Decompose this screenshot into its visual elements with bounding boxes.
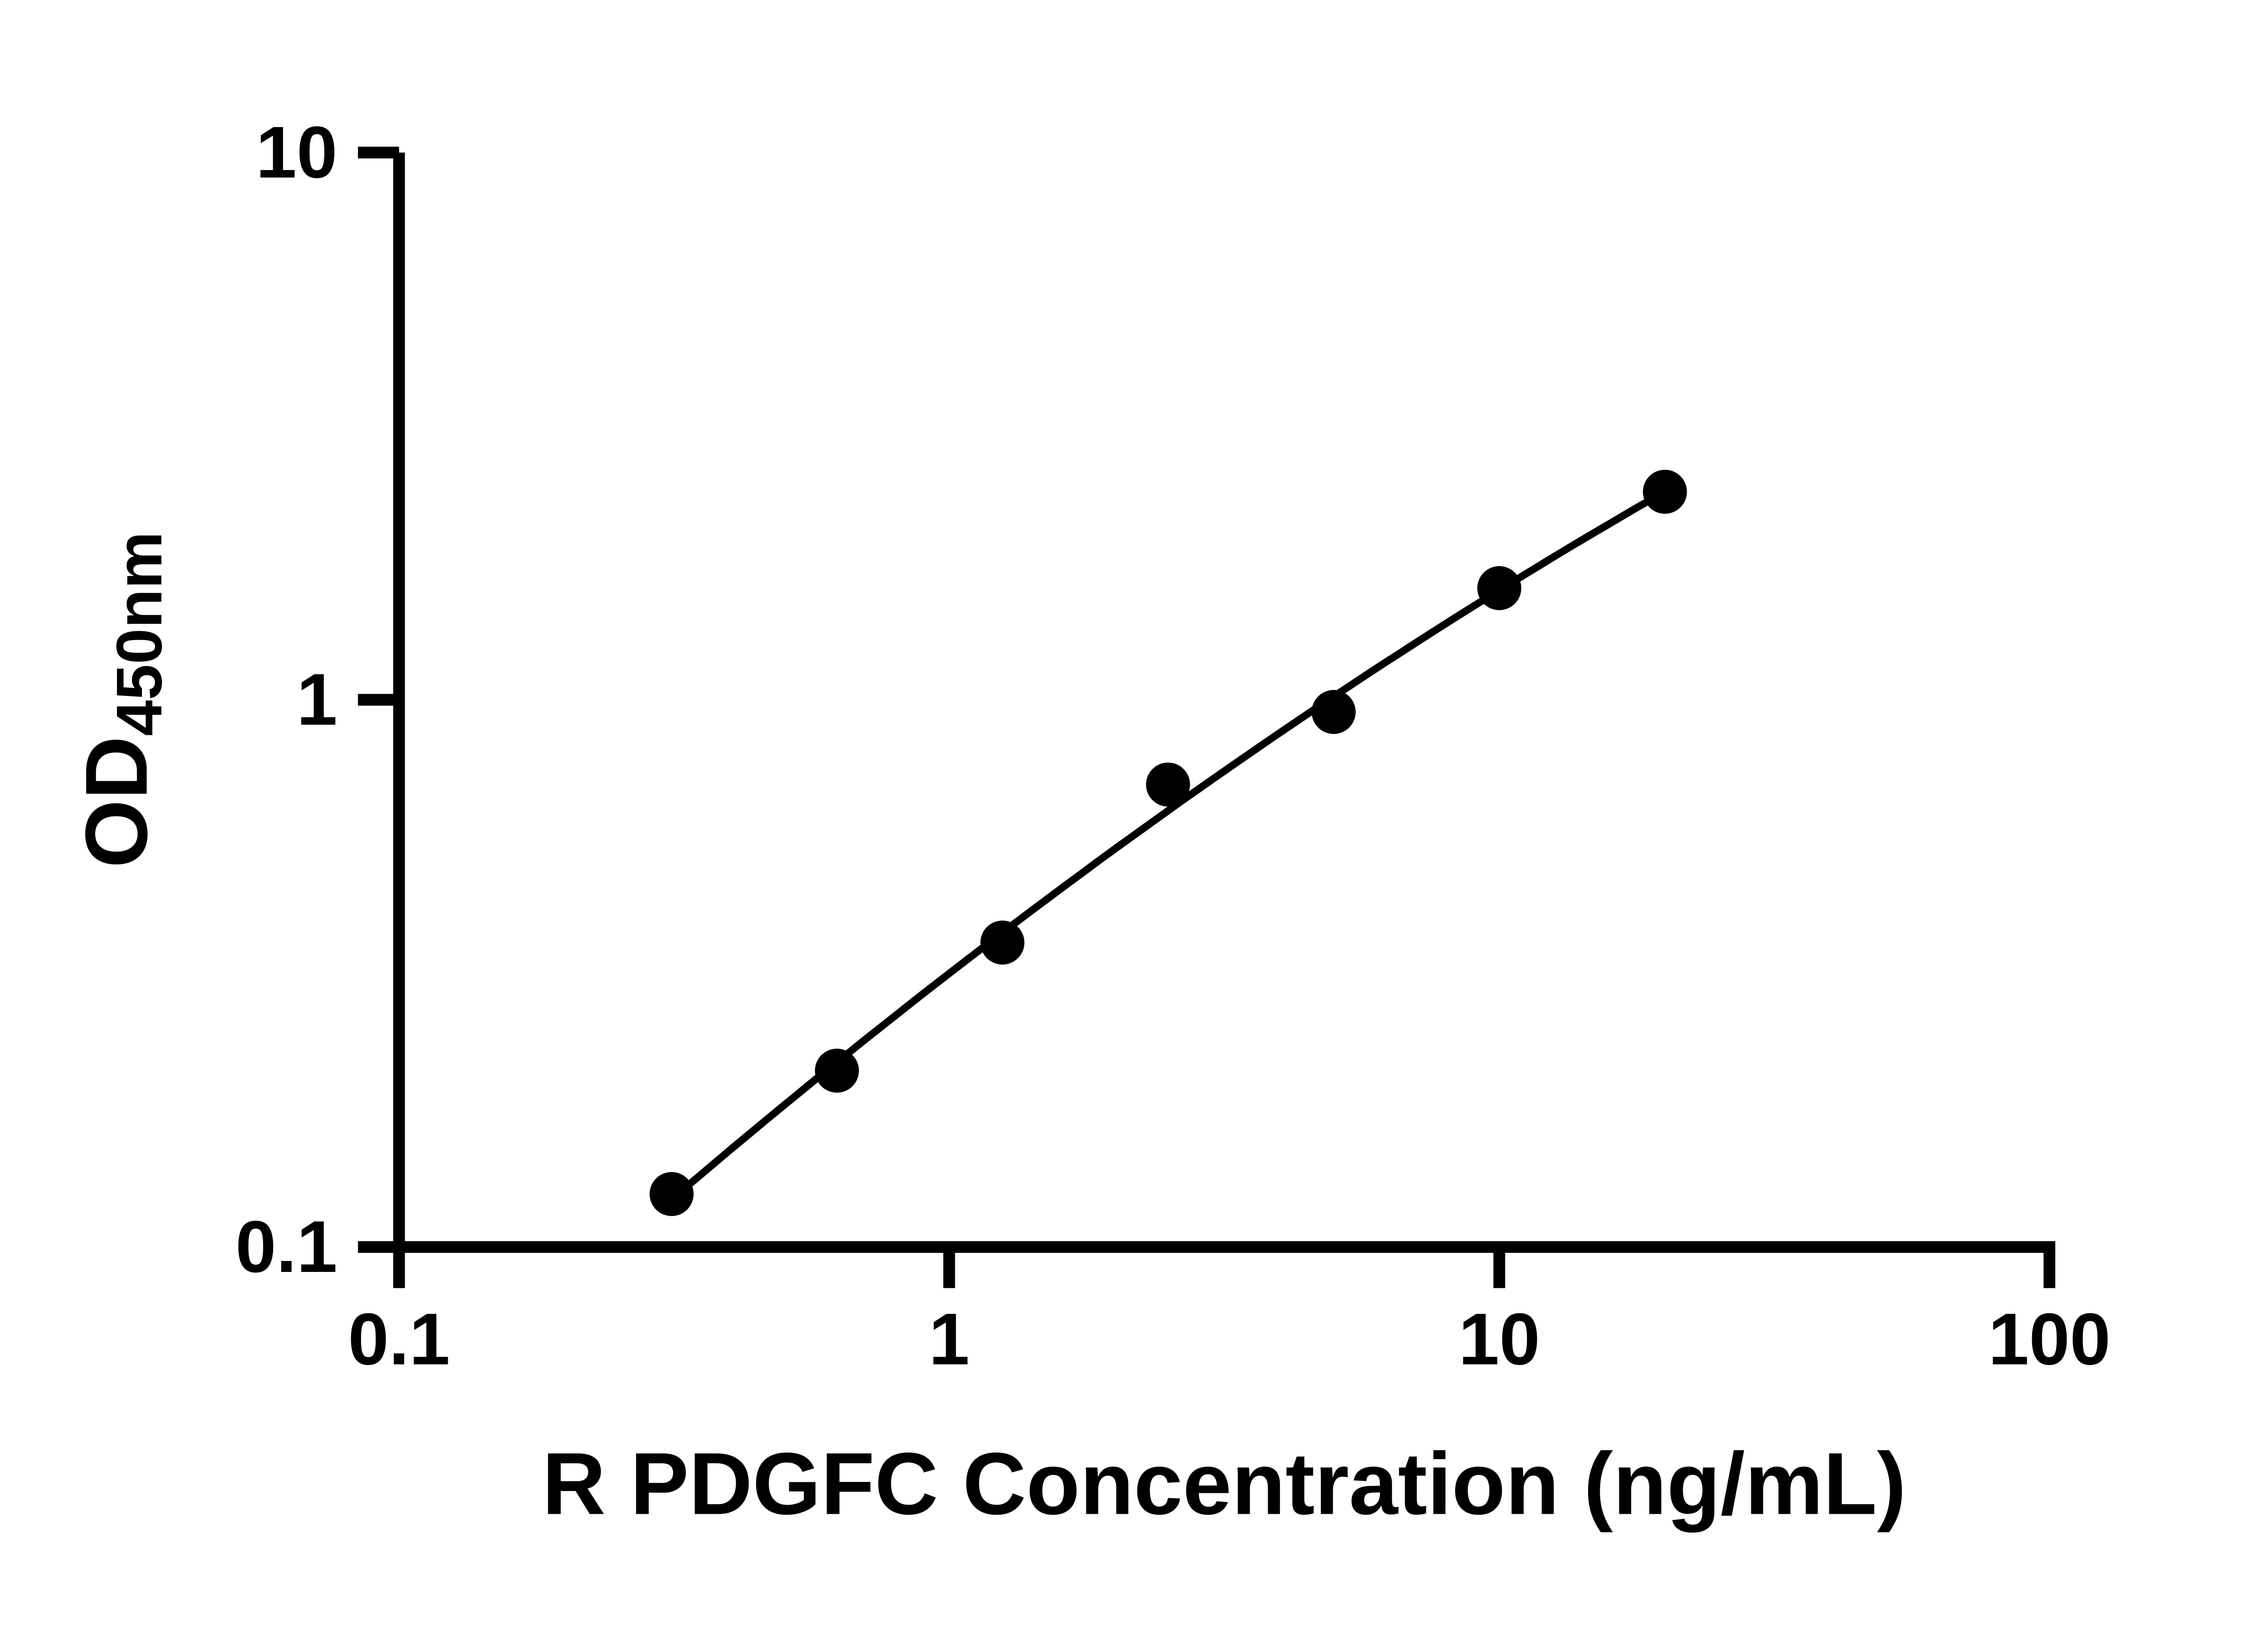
x-tick-label: 10 bbox=[1458, 1299, 1540, 1380]
data-point bbox=[650, 1172, 694, 1216]
x-tick-label: 100 bbox=[1988, 1299, 2111, 1380]
y-tick-label: 10 bbox=[256, 112, 337, 193]
x-tick-label: 1 bbox=[929, 1299, 970, 1380]
data-point bbox=[1642, 469, 1687, 514]
y-tick-label: 0.1 bbox=[235, 1206, 337, 1288]
x-tick-label: 0.1 bbox=[348, 1299, 450, 1380]
data-point bbox=[1146, 763, 1190, 807]
data-point bbox=[1477, 566, 1521, 611]
x-axis-title: R PDGFC Concentration (ng/mL) bbox=[542, 1435, 1906, 1533]
y-axis-title: OD450nm bbox=[67, 532, 175, 868]
data-point bbox=[815, 1048, 859, 1093]
y-tick-label: 1 bbox=[297, 659, 337, 741]
data-point bbox=[1311, 690, 1356, 734]
data-point bbox=[980, 920, 1025, 965]
